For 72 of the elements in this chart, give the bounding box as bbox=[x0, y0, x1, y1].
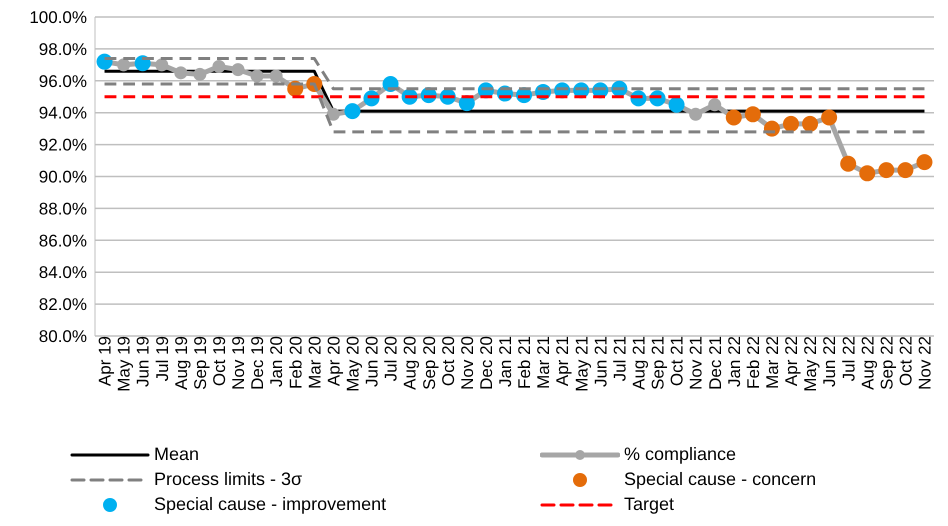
x-tick-label: Dec 19 bbox=[248, 336, 268, 390]
x-tick-label: Jun 22 bbox=[820, 336, 840, 388]
point bbox=[708, 98, 722, 112]
y-tick-label: 98.0% bbox=[38, 40, 87, 59]
x-tick-label: Aug 20 bbox=[400, 336, 420, 390]
x-tick-label: Nov 22 bbox=[916, 336, 935, 390]
x-tick-label: Jul 20 bbox=[382, 336, 401, 382]
x-tick-label: Oct 19 bbox=[210, 336, 230, 386]
x-tick-label: Feb 20 bbox=[286, 336, 306, 389]
x-tick-label: Sep 19 bbox=[190, 336, 210, 390]
y-tick-label: 90.0% bbox=[38, 168, 87, 187]
point bbox=[270, 70, 283, 83]
x-tick-label: Aug 19 bbox=[172, 336, 191, 390]
y-tick-label: 94.0% bbox=[38, 104, 87, 123]
y-tick-label: 88.0% bbox=[38, 199, 87, 218]
x-tick-label: Feb 21 bbox=[515, 336, 534, 389]
x-tick-label: Aug 21 bbox=[630, 336, 649, 390]
x-tick-label: Nov 19 bbox=[229, 336, 248, 390]
legend-label: Mean bbox=[154, 444, 200, 465]
legend-label: % compliance bbox=[624, 444, 736, 465]
x-tick-label: May 20 bbox=[343, 336, 362, 392]
x-tick-label: Mar 20 bbox=[305, 336, 324, 389]
x-tick-label: Oct 22 bbox=[896, 336, 916, 386]
x-tick-label: Aug 22 bbox=[858, 336, 878, 390]
x-tick-label: Jul 19 bbox=[152, 336, 172, 382]
x-tick-label: Jan 22 bbox=[724, 336, 744, 388]
point bbox=[250, 70, 264, 83]
x-tick-label: Apr 20 bbox=[324, 336, 344, 386]
x-tick-label: Mar 21 bbox=[534, 336, 554, 389]
x-tick-label: Sep 21 bbox=[648, 336, 668, 390]
x-tick-label: Dec 20 bbox=[476, 336, 496, 390]
legend-label: Special cause - improvement bbox=[154, 494, 386, 515]
point bbox=[155, 58, 168, 72]
point bbox=[117, 58, 130, 72]
legend-label: Special cause - concern bbox=[624, 469, 816, 490]
x-tick-label: Oct 20 bbox=[438, 336, 458, 386]
x-tick-label: Jun 20 bbox=[362, 336, 382, 388]
x-tick-label: Sep 22 bbox=[877, 336, 896, 390]
x-tick-label: Apr 21 bbox=[553, 336, 572, 386]
x-tick-label: Jun 21 bbox=[591, 336, 610, 388]
y-tick-label: 86.0% bbox=[38, 231, 87, 250]
point bbox=[174, 66, 188, 80]
x-tick-label: Jul 21 bbox=[610, 336, 630, 382]
y-tick-label: 92.0% bbox=[38, 136, 87, 155]
point bbox=[689, 108, 702, 121]
x-tick-label: Mar 22 bbox=[762, 336, 782, 389]
x-tick-label: May 19 bbox=[114, 336, 134, 392]
x-tick-label: May 21 bbox=[572, 336, 592, 392]
y-tick-label: 100.0% bbox=[29, 8, 87, 28]
x-tick-label: Nov 21 bbox=[686, 336, 706, 390]
point bbox=[326, 108, 340, 121]
x-tick-label: Sep 20 bbox=[420, 336, 439, 390]
x-tick-label: Jul 22 bbox=[839, 336, 858, 382]
x-tick-label: May 22 bbox=[801, 336, 820, 392]
legend-label: Process limits - 3σ bbox=[154, 469, 302, 490]
y-tick-label: 80.0% bbox=[38, 327, 87, 346]
point bbox=[193, 68, 206, 81]
point bbox=[232, 63, 245, 76]
x-tick-label: Jun 19 bbox=[134, 336, 153, 388]
point bbox=[212, 60, 226, 73]
x-tick-label: Apr 22 bbox=[782, 336, 802, 386]
y-tick-label: 96.0% bbox=[38, 72, 87, 91]
x-tick-label: Dec 21 bbox=[706, 336, 725, 390]
legend-label: Target bbox=[624, 494, 674, 515]
x-tick-label: Apr 19 bbox=[96, 336, 115, 386]
x-tick-label: Jan 21 bbox=[496, 336, 516, 388]
x-tick-label: Feb 22 bbox=[744, 336, 763, 389]
x-tick-label: Nov 20 bbox=[458, 336, 477, 390]
x-tick-label: Oct 21 bbox=[668, 336, 687, 386]
y-tick-label: 84.0% bbox=[38, 263, 87, 282]
x-tick-label: Jan 20 bbox=[267, 336, 286, 388]
y-tick-label: 82.0% bbox=[38, 295, 87, 314]
